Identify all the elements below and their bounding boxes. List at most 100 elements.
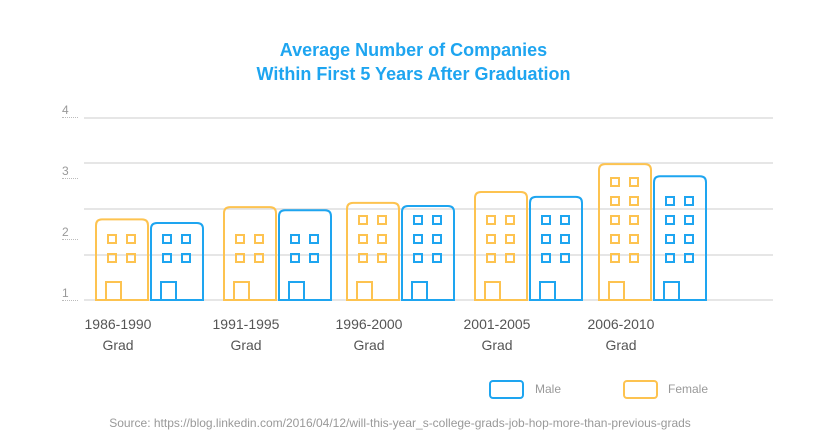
x-tick-label-line: Grad — [353, 337, 385, 353]
window-icon — [377, 234, 387, 244]
window-icon — [235, 234, 245, 244]
female-bar-building — [223, 206, 277, 301]
x-tick-label: 1986-1990 Grad — [73, 314, 163, 356]
window-icon — [684, 234, 694, 244]
window-icon — [665, 196, 675, 206]
window-icon — [629, 177, 639, 187]
female-bar-building — [598, 163, 652, 301]
window-icon — [610, 253, 620, 263]
window-icon — [610, 215, 620, 225]
window-icon — [290, 253, 300, 263]
male-bar-building — [401, 204, 455, 301]
window-icon — [684, 215, 694, 225]
window-icon — [665, 234, 675, 244]
y-tick-2: 2 — [62, 226, 78, 240]
window-icon — [629, 215, 639, 225]
y-tick-4: 4 — [62, 104, 78, 118]
window-icon — [358, 215, 368, 225]
window-icon — [377, 215, 387, 225]
x-tick-label-line: Grad — [605, 337, 637, 353]
window-icon — [413, 253, 423, 263]
window-icon — [629, 253, 639, 263]
x-tick-label-line: 2001-2005 — [463, 316, 531, 332]
window-icon — [162, 253, 172, 263]
male-bar-building — [150, 221, 204, 301]
legend-male-swatch — [489, 380, 524, 399]
window-icon — [432, 215, 442, 225]
window-icon — [486, 234, 496, 244]
window-icon — [181, 234, 191, 244]
window-icon — [254, 234, 264, 244]
door-icon — [356, 281, 373, 300]
x-tick-label-line: Grad — [102, 337, 134, 353]
window-icon — [505, 253, 515, 263]
window-icon — [162, 234, 172, 244]
female-bar-building — [95, 218, 149, 301]
window-icon — [560, 253, 570, 263]
male-bar-building — [278, 209, 332, 301]
x-tick-label: 1996-2000 Grad — [324, 314, 414, 356]
window-icon — [413, 234, 423, 244]
door-icon — [608, 281, 625, 300]
window-icon — [505, 234, 515, 244]
window-icon — [254, 253, 264, 263]
window-icon — [107, 234, 117, 244]
door-icon — [233, 281, 250, 300]
x-tick-label-line: 1996-2000 — [335, 316, 403, 332]
window-icon — [610, 234, 620, 244]
window-icon — [505, 215, 515, 225]
x-tick-label-line: Grad — [230, 337, 262, 353]
legend-female-swatch — [623, 380, 658, 399]
female-bar-building — [346, 201, 400, 301]
chart-title-line1: Average Number of Companies — [279, 40, 548, 60]
window-icon — [358, 234, 368, 244]
window-icon — [629, 234, 639, 244]
window-icon — [610, 196, 620, 206]
window-icon — [665, 215, 675, 225]
window-icon — [486, 253, 496, 263]
door-icon — [663, 281, 680, 300]
window-icon — [541, 234, 551, 244]
window-icon — [309, 234, 319, 244]
x-tick-label: 2001-2005 Grad — [452, 314, 542, 356]
window-icon — [126, 234, 136, 244]
source-note: Source: https://blog.linkedin.com/2016/0… — [109, 416, 691, 430]
x-tick-label-line: 2006-2010 — [587, 316, 655, 332]
window-icon — [665, 253, 675, 263]
door-icon — [160, 281, 177, 300]
male-bar-building — [653, 175, 707, 301]
legend-female-label: Female — [668, 382, 709, 396]
window-icon — [358, 253, 368, 263]
door-icon — [288, 281, 305, 300]
legend-male-label: Male — [535, 382, 562, 396]
door-icon — [411, 281, 428, 300]
window-icon — [290, 234, 300, 244]
window-icon — [432, 253, 442, 263]
window-icon — [486, 215, 496, 225]
x-tick-label-line: 1991-1995 — [212, 316, 280, 332]
door-icon — [539, 281, 556, 300]
x-tick-label: 1991-1995 Grad — [201, 314, 291, 356]
x-tick-label: 2006-2010 Grad — [576, 314, 666, 356]
window-icon — [309, 253, 319, 263]
y-tick-3: 3 — [62, 165, 78, 179]
window-icon — [684, 253, 694, 263]
window-icon — [413, 215, 423, 225]
y-tick-1: 1 — [62, 287, 78, 301]
window-icon — [684, 196, 694, 206]
window-icon — [541, 215, 551, 225]
window-icon — [432, 234, 442, 244]
window-icon — [377, 253, 387, 263]
male-bar-building — [529, 195, 583, 301]
window-icon — [107, 253, 117, 263]
x-tick-label-line: Grad — [481, 337, 513, 353]
x-tick-label-line: 1986-1990 — [84, 316, 152, 332]
window-icon — [560, 215, 570, 225]
door-icon — [484, 281, 501, 300]
chart-title-line2: Within First 5 Years After Graduation — [256, 64, 571, 84]
female-bar-building — [474, 191, 528, 301]
window-icon — [181, 253, 191, 263]
window-icon — [126, 253, 136, 263]
